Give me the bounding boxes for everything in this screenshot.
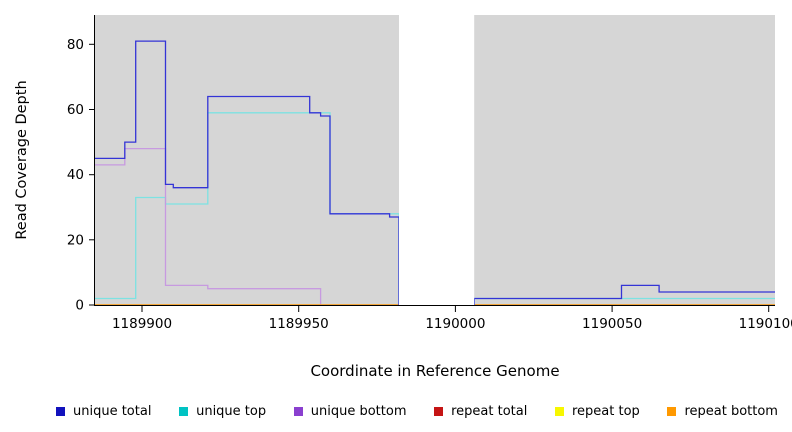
legend-item-repeat-top: repeat top — [555, 404, 640, 419]
legend-label: unique total — [73, 403, 152, 419]
legend-swatch-unique-top — [179, 406, 189, 416]
legend-swatch-unique-bottom — [293, 406, 303, 416]
legend-swatch-repeat-top — [555, 406, 564, 416]
legend-label: unique bottom — [310, 403, 407, 419]
legend-label: repeat total — [451, 403, 528, 419]
legend-item-unique-top: unique top — [179, 404, 266, 419]
legend-item-unique-total: unique total — [56, 404, 151, 419]
legend-label: unique top — [196, 403, 267, 419]
legend-label: repeat top — [572, 403, 640, 419]
x-tick-label: 1190000 — [425, 316, 485, 332]
gap-region — [399, 15, 475, 306]
x-tick-label: 1189950 — [269, 316, 329, 332]
x-tick-label: 1190050 — [582, 316, 642, 332]
y-tick-label: 60 — [67, 102, 84, 118]
legend-swatch-repeat-total — [434, 406, 444, 416]
legend-item-repeat-total: repeat total — [434, 404, 527, 419]
series-unique-total — [95, 40, 775, 306]
legend-label: repeat bottom — [684, 403, 778, 419]
y-tick-label: 0 — [75, 298, 84, 314]
y-tick-label: 80 — [67, 37, 84, 53]
legend-item-unique-bottom: unique bottom — [293, 403, 407, 419]
y-tick-label: 20 — [67, 232, 84, 248]
y-axis-label: Read Coverage Depth — [14, 80, 30, 240]
y-tick-label: 40 — [67, 167, 84, 183]
legend: unique total unique top unique bottom repea… — [56, 399, 778, 423]
legend-item-repeat-bottom: repeat bottom — [667, 404, 778, 419]
x-tick-label: 1189900 — [112, 316, 172, 332]
legend-swatch-unique-total — [56, 406, 65, 416]
legend-swatch-repeat-bottom — [667, 406, 677, 416]
x-axis-label: Coordinate in Reference Genome — [310, 362, 560, 380]
